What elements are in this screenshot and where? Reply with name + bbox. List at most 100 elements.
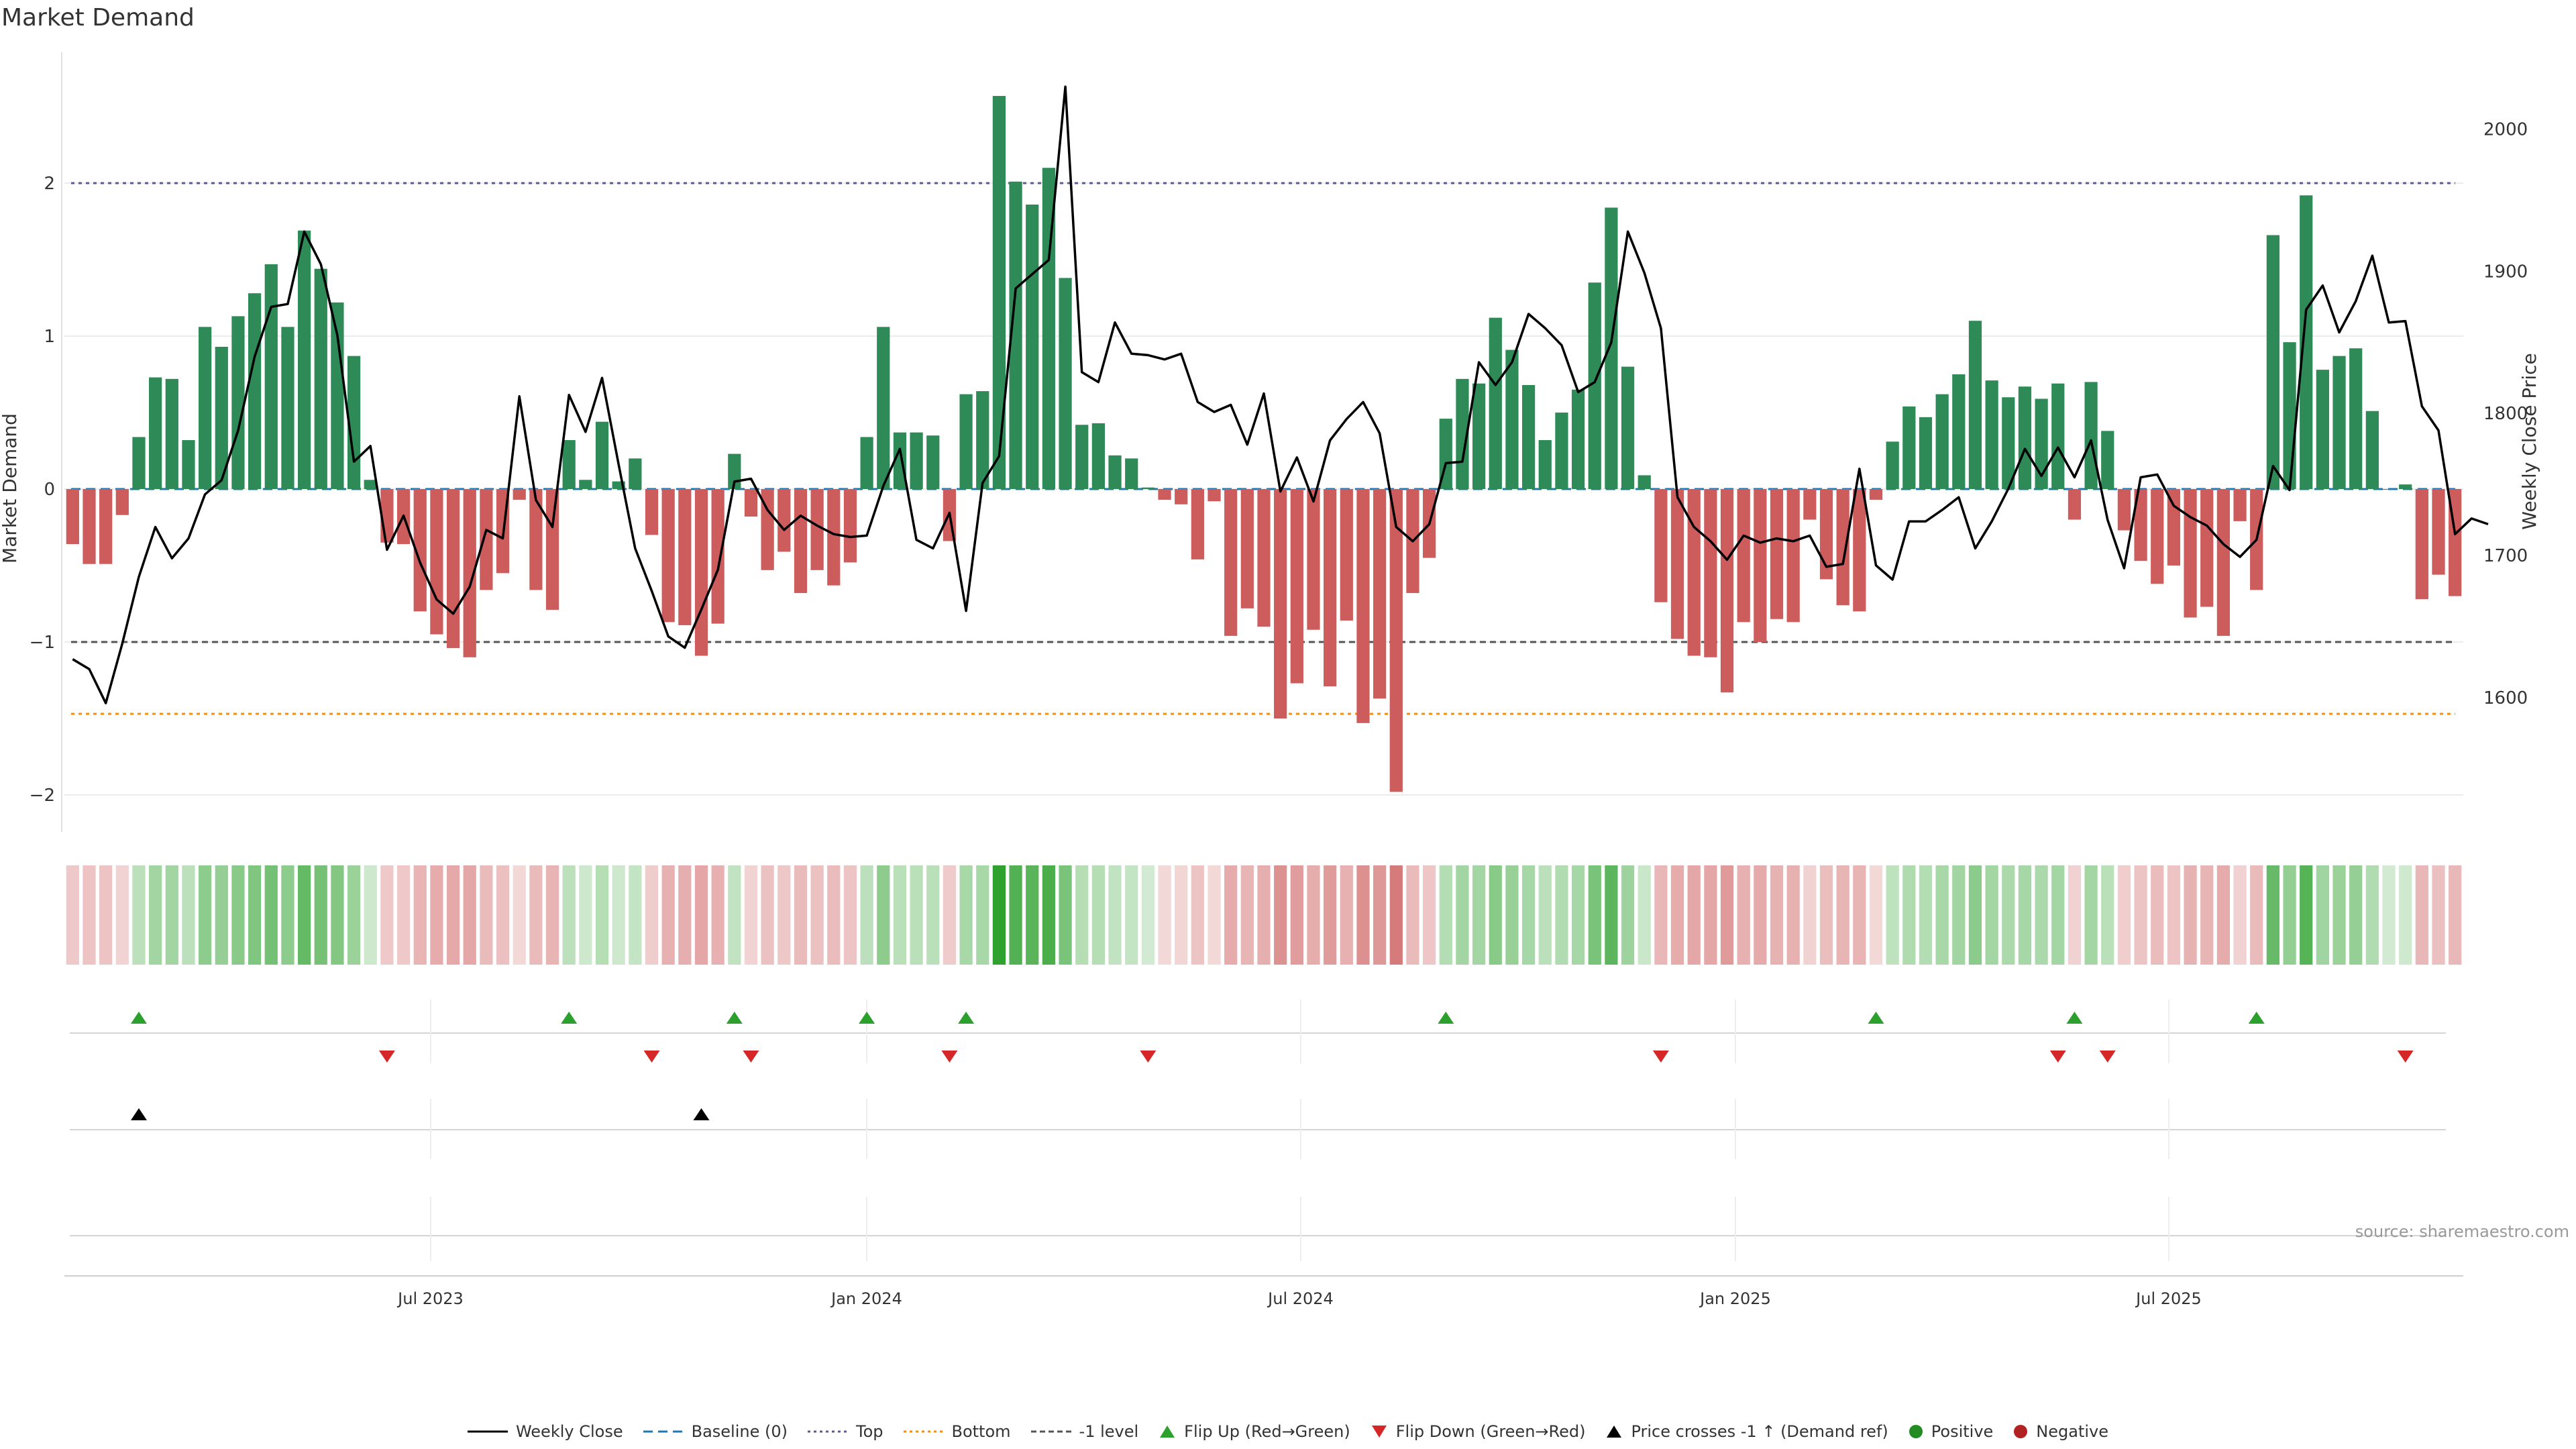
heat-cell [1257,865,1271,965]
heat-cell [347,865,361,965]
heat-cell [2018,865,2032,965]
demand-bar [1654,489,1668,602]
heat-cell [645,865,659,965]
demand-bar [149,377,162,489]
heat-cell [1472,865,1486,965]
demand-bar [364,480,377,489]
heat-cell [231,865,245,965]
demand-bar [1208,489,1221,502]
demand-bar [264,264,278,489]
demand-bar [2068,489,2082,520]
legend-item-price-cross: Price crosses -1 ↑ (Demand ref) [1605,1422,1888,1441]
legend-label: Price crosses -1 ↑ (Demand ref) [1631,1422,1888,1441]
demand-bar [2151,489,2164,584]
heat-cell [2382,865,2396,965]
demand-bar [959,394,973,489]
heat-cell [1654,865,1668,965]
heat-cell [1985,865,1998,965]
heat-cell [694,865,708,965]
demand-bar [678,489,692,625]
heat-cell [2151,865,2164,965]
heat-cell [1853,865,1866,965]
demand-bar [2084,382,2098,489]
x-tick-label: Jul 2025 [2135,1289,2202,1308]
heat-cell [1555,865,1568,965]
demand-bar [661,489,675,623]
demand-bar [1555,413,1568,489]
demand-bar [1191,489,1204,559]
y-tick-label: 1 [44,327,55,347]
heat-cell [976,865,989,965]
heat-cell [1819,865,1833,965]
legend-item-negative: Negative [2013,1422,2108,1441]
weekly-close-line [72,85,2489,704]
demand-bar [1340,489,1353,621]
demand-bar [2134,489,2147,561]
demand-bar [2365,411,2379,489]
flip-down-marker [643,1051,660,1063]
heat-cell [1836,865,1849,965]
axes-layer: 2 1 0 −1 −2 2000 1900 1800 1700 1600 [30,52,2528,832]
demand-bar [992,96,1006,490]
legend-label: -1 level [1079,1422,1139,1441]
demand-bar [1521,384,1536,489]
heat-cell [1687,865,1701,965]
heat-cell [1373,865,1387,965]
demand-bar [562,440,576,489]
demand-bar [794,489,808,594]
heat-cell [1919,865,1933,965]
demand-bar [777,489,791,552]
demand-bar [2349,348,2363,489]
demand-bar [1373,489,1387,699]
demand-bar [1720,489,1734,693]
flip-up-marker [859,1012,875,1024]
demand-bar [2216,489,2231,636]
flip-up-marker [958,1012,975,1024]
demand-bar [66,489,79,545]
demand-bar [1324,489,1337,687]
price-line-layer [72,85,2489,704]
demand-bar [595,421,609,489]
demand-bar [1704,489,1717,657]
flip-up-marker [726,1012,743,1024]
heat-cell [199,865,212,965]
heat-cell [629,865,642,965]
demand-bar [215,346,228,489]
heat-cell [149,865,162,965]
heat-cell [281,865,294,965]
demand-bar [529,489,543,590]
flip-down-marker [2049,1051,2066,1063]
heat-cell [2349,865,2363,965]
legend-label: Weekly Close [515,1422,623,1441]
demand-bar [1108,455,1122,489]
demand-bar [2018,386,2032,489]
y2-tick-label: 1900 [2483,262,2528,282]
heat-cell [463,865,476,965]
demand-bar [413,489,427,612]
heat-cell [1009,865,1022,965]
legend-label: Top [856,1422,883,1441]
y2-tick-label: 1600 [2483,688,2528,708]
heat-cell [297,865,311,965]
demand-bar [199,327,212,489]
reference-lines [71,182,2455,715]
demand-bar [1588,282,1601,489]
flip-down-marker [378,1051,395,1063]
demand-bar [314,268,327,489]
demand-bar [446,489,460,649]
heat-cell [678,865,692,965]
heat-cell [1059,865,1072,965]
heat-cell [1489,865,1502,965]
legend-item-flip-up: Flip Up (Red→Green) [1159,1422,1350,1441]
heat-cell [2449,865,2462,965]
heat-cell [1026,865,1039,965]
heat-cell [1141,865,1155,965]
y2-tick-label: 1800 [2483,404,2528,424]
heat-cell [1175,865,1188,965]
heat-cell [2184,865,2197,965]
flip-up-marker [1868,1012,1884,1024]
demand-bar [231,316,245,489]
demand-bar [1075,425,1089,489]
demand-bar [1819,489,1833,580]
